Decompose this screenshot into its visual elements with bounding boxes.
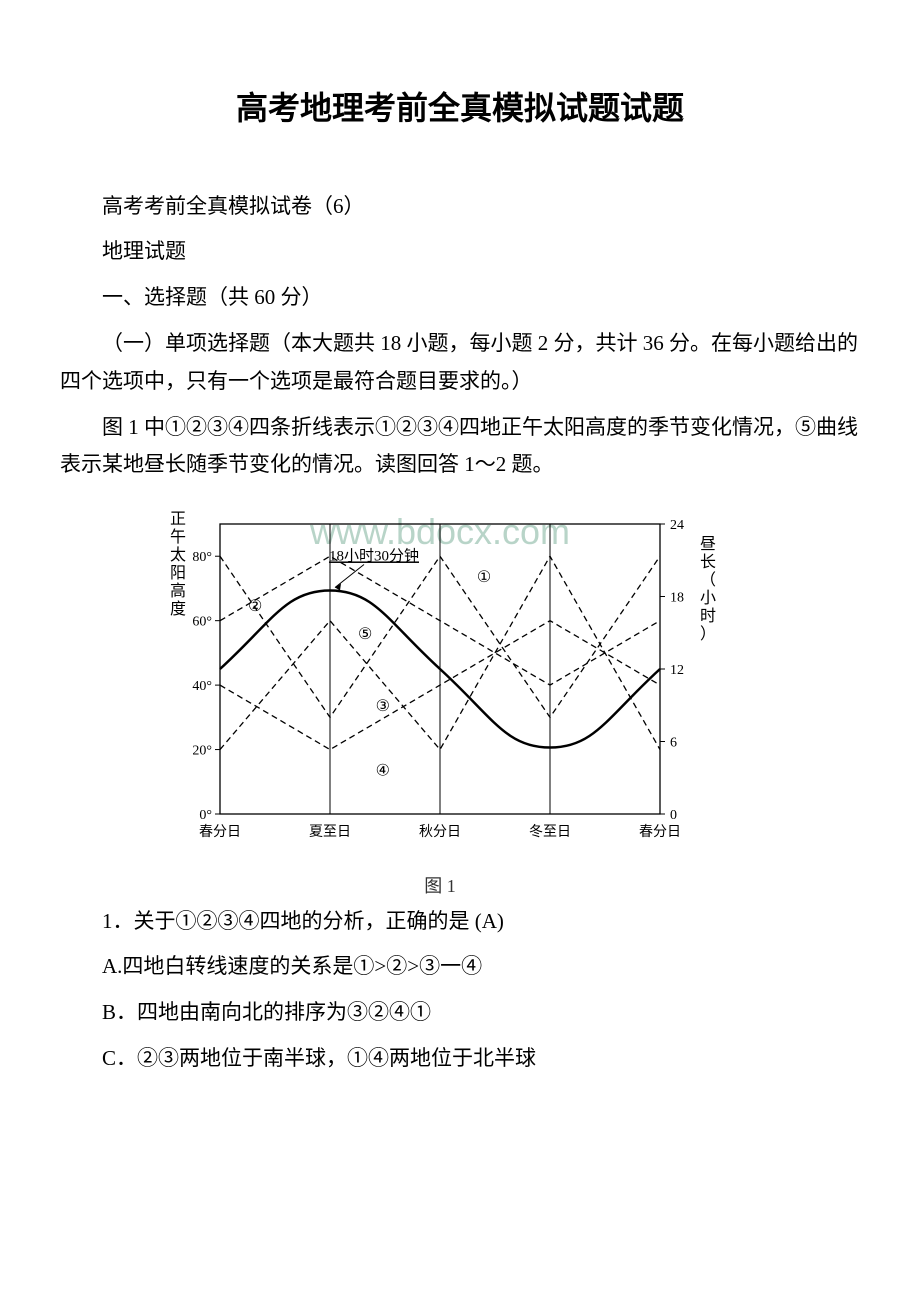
svg-text:夏至日: 夏至日 — [309, 824, 351, 840]
svg-text:春分日: 春分日 — [199, 824, 241, 840]
option-c: C．②③两地位于南半球，①④两地位于北半球 — [60, 1040, 860, 1078]
question-1: 1．关于①②③④四地的分析，正确的是 (A) — [60, 903, 860, 941]
svg-text:②: ② — [248, 598, 262, 615]
intro-line-1: 高考考前全真模拟试卷（6） — [60, 188, 860, 226]
svg-text:6: 6 — [670, 736, 677, 751]
section-heading: 一、选择题（共 60 分） — [60, 279, 860, 317]
svg-text:秋分日: 秋分日 — [419, 824, 461, 840]
option-a: A.四地白转线速度的关系是①>②>③一④ — [60, 948, 860, 986]
svg-text:阳: 阳 — [170, 564, 186, 582]
question-intro: 图 1 中①②③④四条折线表示①②③④四地正午太阳高度的季节变化情况，⑤曲线表示… — [60, 409, 860, 485]
svg-text:午: 午 — [170, 528, 186, 546]
y-axis-right-label: 昼长（小时） — [700, 535, 716, 643]
svg-text:⑤: ⑤ — [358, 626, 372, 643]
chart-figure-1: www.bdocx.com 0°20°40°60°80°06121824春分日夏… — [160, 494, 720, 902]
svg-text:18: 18 — [670, 591, 684, 606]
svg-text:18小时30分钟: 18小时30分钟 — [329, 548, 419, 565]
svg-text:24: 24 — [670, 518, 684, 533]
svg-text:80°: 80° — [192, 550, 212, 565]
svg-text:春分日: 春分日 — [639, 824, 681, 840]
svg-text:（: （ — [700, 571, 716, 589]
svg-text:正: 正 — [170, 511, 186, 528]
page-title: 高考地理考前全真模拟试题试题 — [60, 80, 860, 138]
instructions: （一）单项选择题（本大题共 18 小题，每小题 2 分，共计 36 分。在每小题… — [60, 325, 860, 401]
svg-text:冬至日: 冬至日 — [529, 824, 571, 840]
svg-text:小: 小 — [700, 589, 716, 607]
svg-text:③: ③ — [376, 698, 390, 715]
y-axis-left-label: 正午太阳高度 — [170, 511, 186, 618]
svg-text:度: 度 — [170, 600, 186, 618]
chart-caption: 图 1 — [160, 870, 720, 902]
svg-text:20°: 20° — [192, 744, 212, 759]
svg-text:40°: 40° — [192, 679, 212, 694]
svg-text:太: 太 — [170, 546, 186, 564]
svg-text:60°: 60° — [192, 615, 212, 630]
svg-text:0°: 0° — [199, 808, 212, 823]
svg-text:长: 长 — [700, 553, 716, 571]
svg-text:12: 12 — [670, 663, 684, 678]
svg-text:昼: 昼 — [700, 535, 716, 553]
svg-text:时: 时 — [700, 607, 716, 625]
svg-text:④: ④ — [376, 763, 390, 780]
svg-text:）: ） — [700, 625, 716, 643]
intro-line-2: 地理试题 — [60, 233, 860, 271]
svg-text:①: ① — [477, 569, 491, 586]
option-b: B．四地由南向北的排序为③②④① — [60, 994, 860, 1032]
chart-svg: www.bdocx.com 0°20°40°60°80°06121824春分日夏… — [160, 494, 720, 864]
svg-text:高: 高 — [170, 582, 186, 600]
svg-text:0: 0 — [670, 808, 677, 823]
